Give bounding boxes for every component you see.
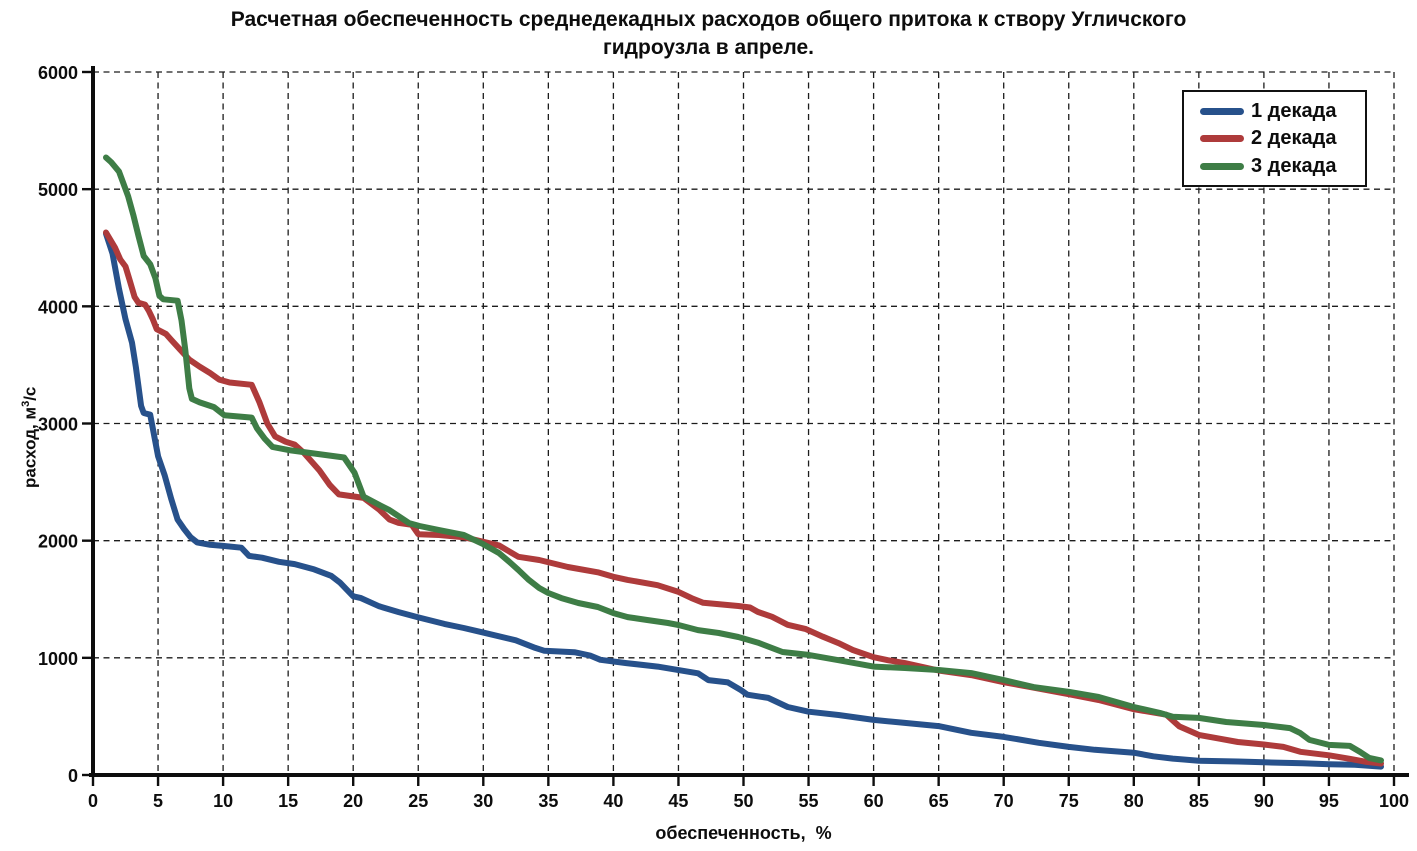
x-tick-label: 15 bbox=[278, 791, 298, 811]
x-tick-label: 90 bbox=[1254, 791, 1274, 811]
x-tick-label: 5 bbox=[153, 791, 163, 811]
legend-item-3: 3 декада bbox=[1200, 155, 1357, 178]
legend-item-2: 2 декада bbox=[1200, 127, 1357, 150]
y-axis-title-text: расход, м bbox=[20, 406, 40, 488]
legend-label: 3 декада bbox=[1251, 154, 1337, 177]
y-tick-label: 4000 bbox=[38, 297, 78, 317]
legend-line-swatch bbox=[1200, 162, 1244, 170]
x-tick-label: 45 bbox=[668, 791, 688, 811]
legend: 1 декада 2 декада 3 декада bbox=[1182, 90, 1367, 187]
x-tick-label: 85 bbox=[1189, 791, 1209, 811]
x-tick-label: 100 bbox=[1379, 791, 1409, 811]
x-tick-label: 20 bbox=[343, 791, 363, 811]
x-tick-label: 0 bbox=[88, 791, 98, 811]
y-tick-label: 3000 bbox=[38, 415, 78, 435]
x-tick-label: 50 bbox=[733, 791, 753, 811]
series-line-1 bbox=[103, 230, 1384, 770]
chart-title-line-1: Расчетная обеспеченность среднедекадных … bbox=[230, 8, 1187, 31]
y-axis-title-unit: /с bbox=[20, 386, 40, 401]
series-line-3 bbox=[103, 154, 1384, 764]
y-tick-label: 2000 bbox=[38, 532, 78, 552]
legend-item-1: 1 декада bbox=[1200, 100, 1357, 123]
x-tick-label: 35 bbox=[538, 791, 558, 811]
y-tick-label: 5000 bbox=[38, 180, 78, 200]
y-axis-title: расход, м3/с bbox=[20, 387, 41, 488]
y-tick-label: 0 bbox=[68, 766, 78, 786]
chart-title-line-2: гидроузла в апреле. bbox=[603, 35, 814, 59]
x-tick-label: 10 bbox=[213, 791, 233, 811]
x-axis-title: обеспеченность, % bbox=[655, 823, 832, 843]
x-tick-label: 65 bbox=[929, 791, 949, 811]
y-axis-title-superscript: 3 bbox=[20, 400, 32, 407]
x-tick-label: 40 bbox=[603, 791, 623, 811]
x-tick-label: 75 bbox=[1059, 791, 1079, 811]
y-tick-label: 6000 bbox=[38, 63, 78, 83]
x-tick-label: 60 bbox=[864, 791, 884, 811]
x-tick-label: 70 bbox=[994, 791, 1014, 811]
legend-line-swatch bbox=[1200, 107, 1244, 115]
x-tick-label: 80 bbox=[1124, 791, 1144, 811]
y-tick-label: 1000 bbox=[38, 649, 78, 669]
chart-title: Расчетная обеспеченность среднедекадных … bbox=[0, 6, 1417, 61]
x-tick-label: 95 bbox=[1319, 791, 1339, 811]
x-tick-label: 30 bbox=[473, 791, 493, 811]
x-tick-label: 25 bbox=[408, 791, 428, 811]
legend-line-swatch bbox=[1200, 135, 1244, 142]
legend-label: 2 декада bbox=[1251, 127, 1337, 149]
x-tick-label: 55 bbox=[799, 791, 819, 811]
legend-label: 1 декада bbox=[1251, 99, 1337, 122]
